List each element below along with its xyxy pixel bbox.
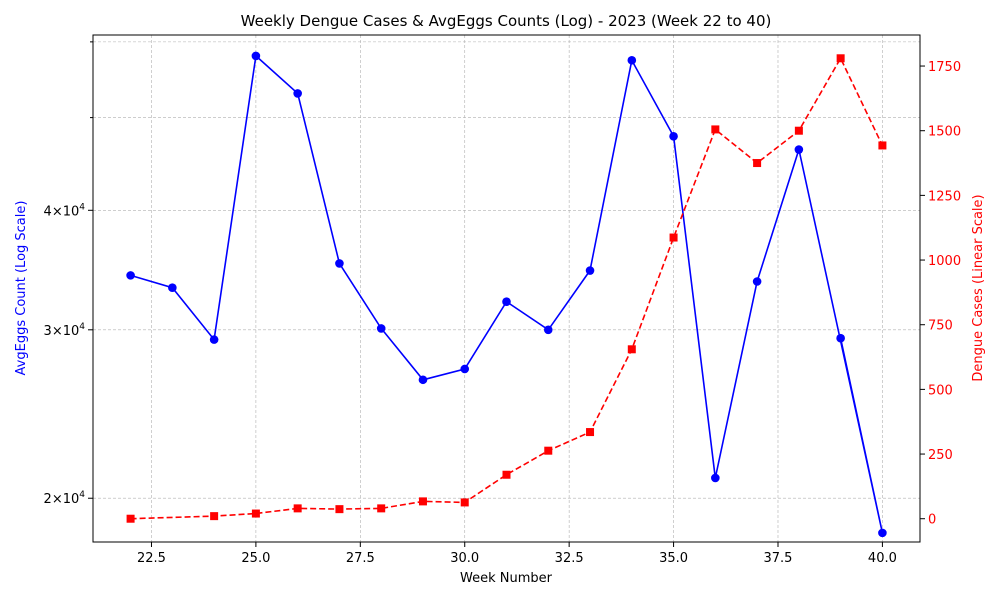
right-y-tick-label: 1750: [928, 60, 961, 75]
dengue-cases-point: [460, 498, 469, 507]
dengue-cases-point: [502, 470, 511, 479]
avgeggs-point: [752, 277, 762, 286]
dengue-cases-point: [544, 446, 553, 455]
right-y-tick-label: 1500: [928, 125, 961, 140]
right-y-tick-label: 1250: [928, 189, 961, 204]
left-y-tick-label: 2×104: [44, 490, 86, 507]
x-axis-label: Week Number: [460, 571, 553, 586]
dengue-cases-point: [335, 505, 344, 514]
dengue-cases-point: [293, 504, 302, 513]
dengue-cases-line: [130, 56, 884, 520]
chart-title: Weekly Dengue Cases & AvgEggs Counts (Lo…: [241, 12, 772, 30]
avgeggs-point: [376, 324, 386, 333]
dengue-cases-point: [210, 512, 219, 521]
dengue-cases-point: [418, 497, 427, 506]
dengue-cases-point: [251, 509, 260, 518]
left-y-axis: 2×104 3×104 4×104: [44, 41, 93, 507]
dengue-cases-point: [627, 345, 636, 354]
x-tick-label: 40.0: [868, 551, 897, 566]
dengue-cases-point: [711, 125, 720, 134]
avgeggs-point: [669, 131, 678, 141]
x-tick-label: 22.5: [137, 551, 166, 566]
dengue-cases-point: [586, 428, 595, 437]
right-y-axis-label: Dengue Cases (Linear Scale): [971, 194, 986, 381]
dengue-cases-point: [878, 141, 887, 150]
x-tick-label: 27.5: [346, 551, 375, 566]
left-y-tick-label: 3×104: [44, 322, 86, 339]
x-axis: 22.5 25.0 27.5 30.0 32.5 35.0 37.5 40.0: [137, 542, 897, 566]
dengue-cases-point: [836, 54, 845, 63]
dengue-cases-point: [669, 233, 678, 242]
avgeggs-point: [836, 333, 845, 343]
avgeggs-point: [418, 375, 428, 385]
dengue-cases-point: [794, 126, 803, 135]
avgeggs-point: [293, 89, 302, 98]
right-y-axis: 0 250 500 750 1000 1250 1500 1750: [920, 60, 961, 528]
plot-frame: [92, 34, 921, 543]
x-tick-label: 30.0: [450, 551, 479, 566]
avgeggs-point: [209, 335, 219, 344]
left-y-axis-label: AvgEggs Count (Log Scale): [14, 201, 29, 376]
avgeggs-point: [502, 297, 511, 306]
avgeggs-point: [627, 55, 637, 65]
avgeggs-point: [335, 259, 344, 268]
x-tick-label: 32.5: [555, 551, 584, 566]
dengue-cases-point: [753, 159, 762, 168]
avgeggs-point: [794, 145, 804, 154]
grid-layer: [93, 35, 920, 542]
avgeggs-point: [460, 364, 470, 374]
avgeggs-point: [878, 528, 887, 538]
x-tick-label: 37.5: [764, 551, 793, 566]
right-y-tick-label: 750: [928, 319, 953, 334]
left-y-tick-label: 4×104: [44, 202, 86, 219]
avgeggs-point: [543, 325, 553, 335]
avgeggs-point: [168, 283, 177, 292]
dengue-cases-point: [377, 504, 386, 513]
x-tick-label: 25.0: [241, 551, 270, 566]
right-y-tick-label: 1000: [928, 254, 961, 269]
x-tick-label: 35.0: [659, 551, 688, 566]
avgeggs-point: [585, 266, 595, 275]
avgeggs-point: [711, 473, 720, 483]
avgeggs-line: [130, 54, 884, 534]
right-y-tick-label: 500: [928, 383, 953, 398]
right-y-tick-label: 250: [928, 448, 953, 463]
avgeggs-point: [251, 51, 261, 61]
right-y-tick-label: 0: [928, 513, 936, 528]
avgeggs-point: [126, 271, 135, 280]
dengue-cases-point: [126, 514, 135, 523]
series-layer: [126, 51, 887, 538]
